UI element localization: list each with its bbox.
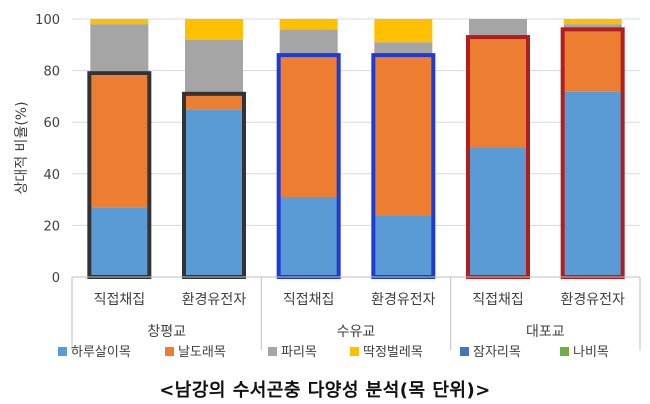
bar-segment: [469, 37, 527, 149]
legend-label: 잠자리목: [473, 345, 521, 360]
bar-segment: [563, 29, 622, 92]
legend-swatch: [560, 347, 569, 356]
x-tick-label: 직접채집: [472, 292, 524, 308]
legend-label: 날도래목: [178, 345, 226, 360]
bar-segment: [279, 19, 338, 30]
legend-swatch: [165, 347, 174, 356]
group-label: 수유교: [337, 324, 376, 340]
chart-caption: <남강의 수서곤충 다양성 분석(목 단위)>: [159, 380, 491, 401]
bar-segment: [374, 19, 433, 43]
group-label: 창평교: [147, 324, 186, 340]
bar-segment: [90, 24, 149, 76]
legend-label: 하루살이목: [71, 345, 131, 360]
legend-label: 나비목: [573, 345, 609, 360]
bar-segment: [374, 55, 433, 216]
x-tick-label: 직접채집: [283, 292, 335, 308]
y-axis-label: 상대적 비율(%): [14, 101, 30, 194]
legend-swatch: [460, 347, 469, 356]
bar-segment: [185, 93, 243, 110]
bar-segment: [563, 91, 622, 278]
bar-segment: [185, 19, 243, 40]
legend-swatch: [350, 347, 359, 356]
x-tick-label: 환경유전자: [371, 292, 436, 308]
legend-label: 파리목: [281, 345, 317, 360]
x-tick-label: 직접채집: [94, 292, 146, 308]
bar-segment: [279, 29, 338, 56]
y-tick-label: 80: [43, 65, 60, 80]
bar-segment: [374, 42, 433, 56]
legend-swatch: [268, 347, 277, 356]
bar-segment: [90, 207, 149, 277]
bar-segment: [185, 109, 243, 277]
bar-segment: [279, 55, 338, 198]
y-tick-label: 40: [43, 168, 60, 183]
bar-segment: [374, 215, 433, 277]
bar-segment: [90, 19, 149, 25]
legend-swatch: [58, 347, 67, 356]
y-tick-label: 100: [35, 13, 60, 28]
bar-segment: [469, 148, 527, 277]
bar-segment: [279, 197, 338, 277]
y-tick-label: 0: [52, 271, 60, 286]
x-tick-label: 환경유전자: [182, 292, 247, 308]
group-label: 대포교: [526, 324, 565, 340]
bar-segment: [90, 75, 149, 208]
bar-segment: [563, 24, 622, 30]
y-tick-label: 20: [43, 219, 60, 234]
y-tick-label: 60: [43, 116, 60, 131]
x-tick-label: 환경유전자: [560, 292, 625, 308]
bar-segment: [563, 19, 622, 25]
legend-label: 딱정벌레목: [363, 345, 423, 360]
bar-segment: [469, 19, 527, 38]
bar-segment: [185, 39, 243, 94]
